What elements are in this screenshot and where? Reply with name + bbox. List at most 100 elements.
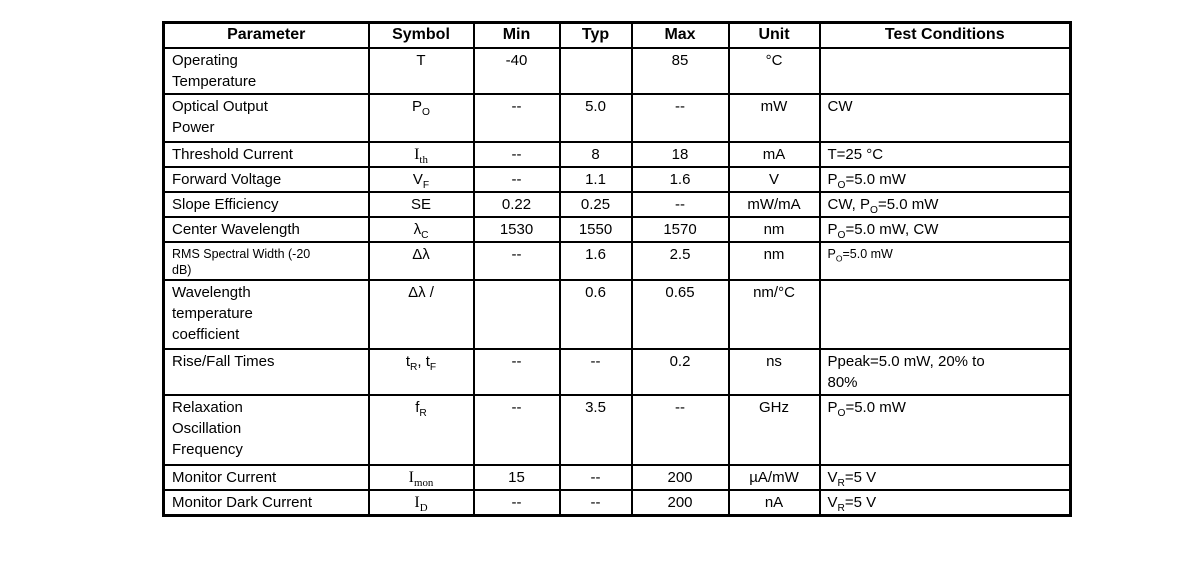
- cell-min: --: [472, 165, 561, 193]
- column-header-min: Min: [472, 21, 561, 49]
- cell-unit: ns: [727, 347, 821, 396]
- table-row-operating-temperature: Operating Temperature T -40 85 °C: [162, 46, 1072, 95]
- table-row-monitor-dark-current: Monitor Dark Current ID -- -- 200 nA VR=…: [162, 488, 1072, 516]
- cell-min: --: [472, 347, 561, 396]
- table-row-threshold-current: Threshold Current Ith -- 8 18 mA T=25 °C: [162, 140, 1072, 168]
- cell-typ: 1.6: [558, 240, 633, 281]
- cell-typ: 3.5: [558, 393, 633, 466]
- column-header-unit: Unit: [727, 21, 821, 49]
- table-row-rise-fall-times: Rise/Fall Times tR, tF -- -- 0.2 ns Ppea…: [162, 347, 1072, 396]
- cell-parameter: Relaxation Oscillation Frequency: [162, 393, 370, 466]
- table-row-rms-spectral-width: RMS Spectral Width (-20 dB) Δλ -- 1.6 2.5…: [162, 240, 1072, 281]
- cell-typ: 8: [558, 140, 633, 168]
- cell-symbol: ID: [367, 488, 475, 516]
- column-header-parameter: Parameter: [162, 21, 370, 49]
- cell-max: 200: [630, 463, 730, 491]
- table-row-monitor-current: Monitor Current Imon 15 -- 200 µA/mW VR=…: [162, 463, 1072, 491]
- table-row-optical-output-power: Optical Output Power PO -- 5.0 -- mW CW: [162, 92, 1072, 143]
- cell-max: 0.65: [630, 278, 730, 350]
- cell-symbol: fR: [367, 393, 475, 466]
- cell-min: --: [472, 240, 561, 281]
- cell-symbol: Δλ /: [367, 278, 475, 350]
- cell-unit: µA/mW: [727, 463, 821, 491]
- cell-test-conditions: PO=5.0 mW, CW: [818, 215, 1072, 243]
- cell-min: 0.22: [472, 190, 561, 218]
- cell-parameter: Slope Efficiency: [162, 190, 370, 218]
- cell-typ: [558, 46, 633, 95]
- cell-test-conditions: PO=5.0 mW: [818, 165, 1072, 193]
- cell-symbol: Ith: [367, 140, 475, 168]
- cell-parameter: Rise/Fall Times: [162, 347, 370, 396]
- cell-max: 1570: [630, 215, 730, 243]
- cell-min: --: [472, 92, 561, 143]
- cell-min: [472, 278, 561, 350]
- cell-unit: mW: [727, 92, 821, 143]
- cell-test-conditions: PO=5.0 mW: [818, 393, 1072, 466]
- cell-typ: 0.6: [558, 278, 633, 350]
- cell-min: 1530: [472, 215, 561, 243]
- cell-symbol: tR, tF: [367, 347, 475, 396]
- cell-max: --: [630, 393, 730, 466]
- cell-unit: nA: [727, 488, 821, 516]
- cell-test-conditions: VR=5 V: [818, 488, 1072, 516]
- cell-max: 200: [630, 488, 730, 516]
- cell-max: --: [630, 190, 730, 218]
- cell-parameter: Operating Temperature: [162, 46, 370, 95]
- cell-parameter: Threshold Current: [162, 140, 370, 168]
- cell-symbol: Δλ: [367, 240, 475, 281]
- cell-typ: --: [558, 488, 633, 516]
- column-header-typ: Typ: [558, 21, 633, 49]
- cell-max: 1.6: [630, 165, 730, 193]
- cell-parameter: Optical Output Power: [162, 92, 370, 143]
- cell-typ: 0.25: [558, 190, 633, 218]
- cell-max: 2.5: [630, 240, 730, 281]
- cell-typ: --: [558, 347, 633, 396]
- table-header-row: Parameter Symbol Min Typ Max Unit Test C…: [162, 21, 1072, 49]
- cell-unit: GHz: [727, 393, 821, 466]
- cell-unit: V: [727, 165, 821, 193]
- cell-max: 18: [630, 140, 730, 168]
- cell-unit: mA: [727, 140, 821, 168]
- cell-symbol: T: [367, 46, 475, 95]
- cell-parameter: Forward Voltage: [162, 165, 370, 193]
- cell-unit: mW/mA: [727, 190, 821, 218]
- cell-parameter: Center Wavelength: [162, 215, 370, 243]
- cell-unit: °C: [727, 46, 821, 95]
- cell-min: --: [472, 140, 561, 168]
- table-row-slope-efficiency: Slope Efficiency SE 0.22 0.25 -- mW/mA C…: [162, 190, 1072, 218]
- cell-test-conditions: Ppeak=5.0 mW, 20% to 80%: [818, 347, 1072, 396]
- cell-test-conditions: VR=5 V: [818, 463, 1072, 491]
- cell-test-conditions: [818, 46, 1072, 95]
- column-header-max: Max: [630, 21, 730, 49]
- cell-max: 0.2: [630, 347, 730, 396]
- cell-min: -40: [472, 46, 561, 95]
- cell-unit: nm/°C: [727, 278, 821, 350]
- cell-symbol: λC: [367, 215, 475, 243]
- cell-parameter: RMS Spectral Width (-20 dB): [162, 240, 370, 281]
- cell-typ: --: [558, 463, 633, 491]
- cell-symbol: PO: [367, 92, 475, 143]
- spec-table: Parameter Symbol Min Typ Max Unit Test C…: [162, 21, 1072, 517]
- cell-typ: 1.1: [558, 165, 633, 193]
- cell-parameter: Monitor Current: [162, 463, 370, 491]
- cell-typ: 1550: [558, 215, 633, 243]
- cell-symbol: Imon: [367, 463, 475, 491]
- column-header-symbol: Symbol: [367, 21, 475, 49]
- cell-min: --: [472, 393, 561, 466]
- cell-test-conditions: CW, PO=5.0 mW: [818, 190, 1072, 218]
- table-row-forward-voltage: Forward Voltage VF -- 1.1 1.6 V PO=5.0 m…: [162, 165, 1072, 193]
- cell-unit: nm: [727, 215, 821, 243]
- cell-min: --: [472, 488, 561, 516]
- cell-parameter: Monitor Dark Current: [162, 488, 370, 516]
- cell-test-conditions: [818, 278, 1072, 350]
- cell-max: --: [630, 92, 730, 143]
- cell-typ: 5.0: [558, 92, 633, 143]
- cell-parameter: Wavelength temperature coefficient: [162, 278, 370, 350]
- column-header-test-conditions: Test Conditions: [818, 21, 1072, 49]
- table-row-center-wavelength: Center Wavelength λC 1530 1550 1570 nm P…: [162, 215, 1072, 243]
- cell-max: 85: [630, 46, 730, 95]
- cell-symbol: VF: [367, 165, 475, 193]
- cell-test-conditions: T=25 °C: [818, 140, 1072, 168]
- table-row-relaxation-oscillation-frequency: Relaxation Oscillation Frequency fR -- 3.5…: [162, 393, 1072, 466]
